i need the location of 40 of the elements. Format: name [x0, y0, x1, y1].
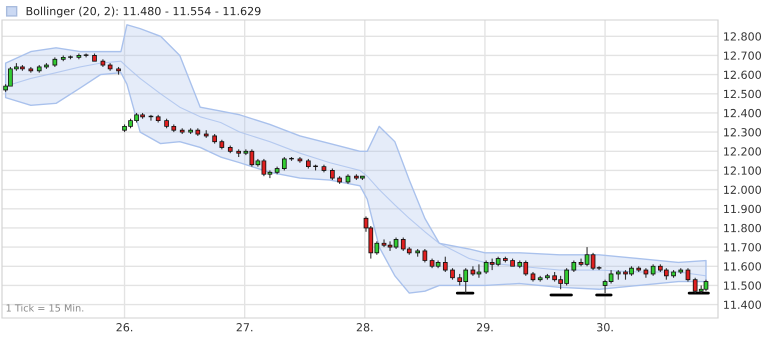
candlestick: [650, 264, 656, 276]
y-tick-label: 12.600: [724, 70, 761, 79]
y-tick-label: 12.800: [724, 32, 761, 41]
candlestick: [282, 156, 287, 171]
candlestick: [442, 256, 448, 273]
y-tick-label: 12.500: [724, 90, 761, 98]
x-tick-label: 29.: [476, 323, 493, 332]
x-tick-label: 26.: [116, 323, 132, 332]
candlestick: [52, 56, 58, 68]
y-tick-label: 12.300: [724, 128, 761, 136]
candlestick: [220, 139, 224, 150]
y-tick-label: 12.700: [724, 51, 761, 60]
candlestick: [644, 268, 648, 278]
y-tick-label: 12.200: [724, 147, 761, 156]
y-tick-label: 12.100: [724, 166, 761, 175]
x-tick-label: 27.: [236, 323, 252, 332]
legend-label: Bollinger (20, 2): 11.480 - 11.554 - 11.629: [26, 6, 260, 18]
candlestick: [330, 168, 335, 181]
candlestick: [306, 158, 311, 170]
y-tick-label: 11.800: [724, 224, 761, 232]
candlestick: [346, 174, 350, 184]
candlestick: [212, 133, 217, 144]
candlestick: [530, 271, 536, 282]
candlestick: [571, 260, 576, 273]
y-tick-label: 11.600: [724, 262, 761, 271]
candlestick: [616, 270, 621, 280]
y-tick-label: 12.400: [724, 108, 761, 118]
candlestick: [164, 118, 169, 129]
y-tick-label: 11.500: [724, 281, 761, 290]
y-tick-label: 11.700: [724, 243, 761, 252]
candlestick: [686, 268, 690, 282]
y-tick-label: 12.000: [724, 186, 761, 194]
y-tick-label: 11.900: [724, 204, 761, 214]
candlestick: [422, 248, 428, 263]
y-tick-label: 11.400: [724, 300, 761, 309]
x-tick-label: 30.: [597, 323, 613, 332]
x-tick-label: 28.: [356, 323, 372, 332]
line-series: [5, 60, 707, 276]
candlestick: [450, 268, 455, 280]
annotation: 1 Tick = 15 Min.: [6, 304, 84, 312]
